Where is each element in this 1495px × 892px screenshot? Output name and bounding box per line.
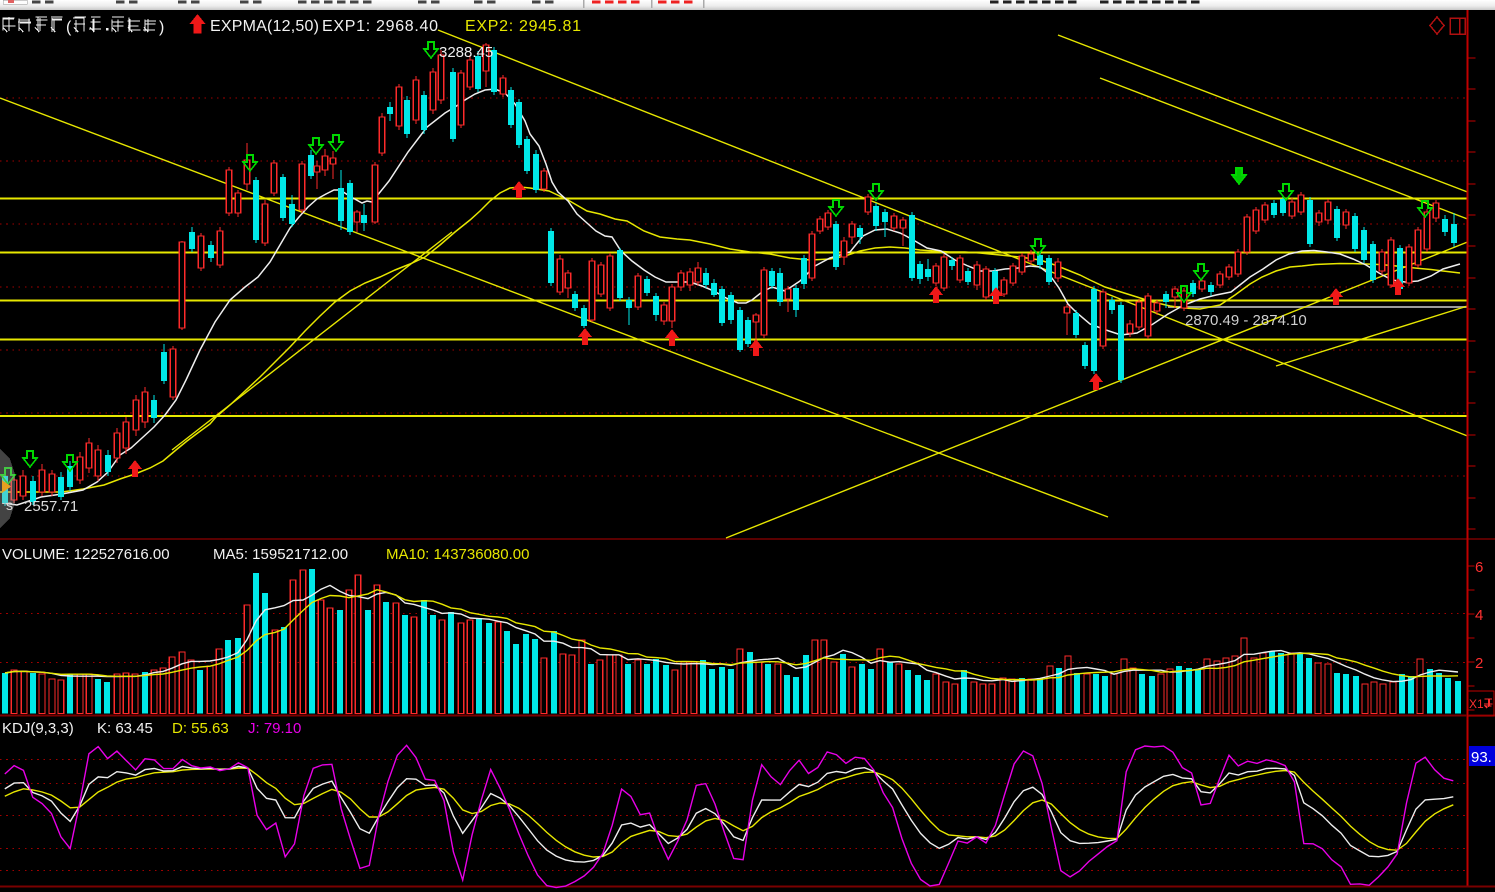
svg-text:X1: X1 (1469, 697, 1484, 711)
svg-text:K: 63.45: K: 63.45 (97, 720, 153, 737)
svg-text:2: 2 (1475, 655, 1483, 672)
svg-text:2557.71: 2557.71 (24, 498, 78, 515)
svg-text:EXP2: 2945.81: EXP2: 2945.81 (465, 18, 582, 35)
svg-text:J: 79.10: J: 79.10 (248, 720, 301, 737)
svg-text:3288.45: 3288.45 (439, 44, 493, 61)
svg-text:KDJ(9,3,3): KDJ(9,3,3) (2, 720, 74, 737)
svg-text:D: 55.63: D: 55.63 (172, 720, 229, 737)
svg-text:6: 6 (1475, 559, 1483, 576)
svg-text:2870.49 - 2874.10: 2870.49 - 2874.10 (1185, 312, 1307, 329)
svg-text:(: ( (66, 19, 72, 36)
svg-text:MA5: 159521712.00: MA5: 159521712.00 (213, 546, 348, 563)
svg-text:4: 4 (1475, 607, 1483, 624)
svg-text:EXPMA(12,50): EXPMA(12,50) (210, 18, 319, 35)
svg-text:s: s (6, 497, 13, 513)
svg-text:93.: 93. (1471, 749, 1492, 766)
svg-text:VOLUME: 122527616.00: VOLUME: 122527616.00 (2, 546, 170, 563)
svg-text:MA10: 143736080.00: MA10: 143736080.00 (386, 546, 529, 563)
svg-text:EXP1: 2968.40: EXP1: 2968.40 (322, 18, 439, 35)
svg-text:): ) (159, 19, 164, 36)
